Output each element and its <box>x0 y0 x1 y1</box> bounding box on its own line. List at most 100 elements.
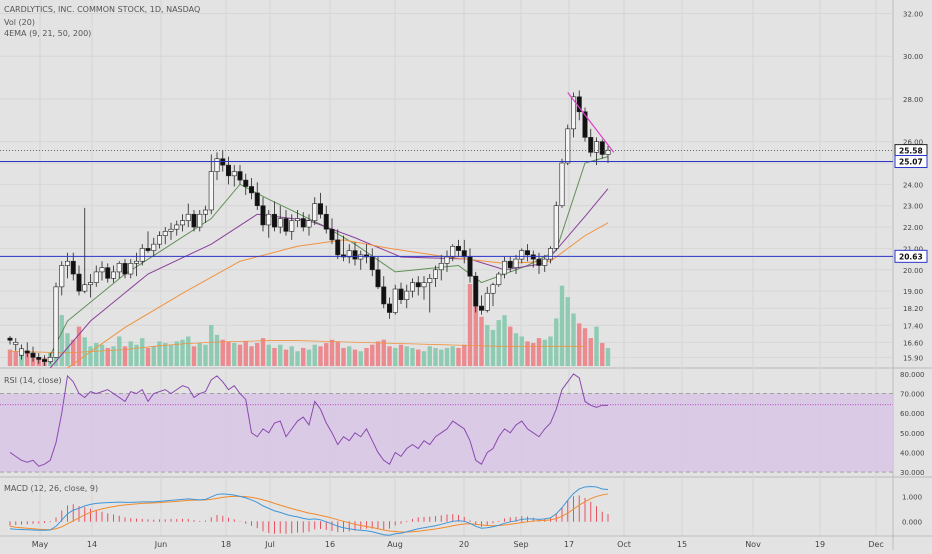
candle-body <box>231 171 237 177</box>
volume-bar <box>577 323 582 366</box>
price-tick-label: 30.00 <box>903 53 923 61</box>
candle-body <box>116 263 122 273</box>
candle-body <box>473 275 479 307</box>
volume-bar <box>479 316 484 366</box>
volume-bar <box>117 336 122 366</box>
candle-body <box>93 271 99 283</box>
volume-bar <box>255 343 260 366</box>
rsi-tick-label: 40.000 <box>900 449 925 457</box>
volume-bar <box>134 344 139 366</box>
x-tick-label: Aug <box>387 540 403 549</box>
price-tick-label: 20.00 <box>903 267 923 275</box>
x-tick-label: 18 <box>221 540 231 549</box>
volume-bar <box>249 346 254 366</box>
volume-bar <box>94 343 99 366</box>
volume-bar <box>467 284 473 366</box>
candle-body <box>168 228 174 232</box>
volume-bar <box>444 347 450 366</box>
chart-overlays[interactable] <box>0 92 893 257</box>
chart-title: CARDLYTICS, INC. COMMON STOCK, 1D, NASDA… <box>4 5 201 14</box>
price-label-box <box>894 249 928 263</box>
volume-bar <box>295 351 300 366</box>
candle-body <box>409 282 415 292</box>
volume-bar <box>157 341 162 366</box>
x-tick-label: 17 <box>564 540 574 549</box>
volume-bar <box>582 328 588 366</box>
candle-body <box>605 149 611 155</box>
volume-bar <box>421 351 427 366</box>
candle-body <box>105 267 111 279</box>
candle-body <box>99 267 105 273</box>
x-tick-label: 19 <box>815 540 825 549</box>
volume-bar <box>209 325 214 366</box>
candle-body <box>289 220 295 232</box>
price-tick-label: 32.00 <box>903 11 923 19</box>
volume-bar <box>542 339 547 366</box>
candle-body <box>375 269 381 288</box>
candle-body <box>18 348 24 356</box>
candle-body <box>438 263 444 271</box>
volume-bar <box>502 315 507 366</box>
x-tick-label: May <box>32 540 49 549</box>
volume-bar <box>410 347 415 366</box>
candle-body <box>65 260 71 266</box>
volume-bar <box>473 298 478 366</box>
volume-bar <box>594 326 599 366</box>
candle-body <box>157 235 163 245</box>
price-tick-label: 23.00 <box>903 203 923 211</box>
candle-body <box>162 231 168 236</box>
candle-body <box>450 245 456 258</box>
price-label: 25.07 <box>899 158 923 167</box>
volume-bar <box>128 341 133 366</box>
x-tick-label: Nov <box>745 540 761 549</box>
candle-body <box>335 239 341 256</box>
volume-bar <box>7 349 13 366</box>
volume-bar <box>496 320 501 366</box>
price-tick-label: 22.00 <box>903 224 923 232</box>
volume-bar <box>393 347 398 366</box>
volume-bar <box>65 333 70 366</box>
candle-body <box>501 260 507 275</box>
ema-indicator-label: 4EMA (9, 21, 50, 200) <box>4 29 92 38</box>
candle-body <box>191 213 197 228</box>
x-tick-label: Jul <box>264 540 275 549</box>
volume-bar <box>329 339 335 366</box>
x-tick-label: 16 <box>325 540 335 549</box>
volume-bar <box>548 336 553 366</box>
volume-bar <box>485 325 490 366</box>
x-tick-label: 15 <box>677 540 687 549</box>
volume-bar <box>439 349 444 366</box>
candle-body <box>496 273 502 286</box>
volume-bar <box>301 347 306 366</box>
price-tick-label: 18.20 <box>903 305 923 313</box>
candle-body <box>24 350 30 354</box>
candle-body <box>13 342 19 345</box>
candle-body <box>467 256 473 277</box>
volume-bar <box>232 343 237 366</box>
candle-body <box>254 192 260 207</box>
rsi-series <box>0 373 893 467</box>
rsi-label: RSI (14, close) <box>4 376 62 385</box>
candle-body <box>513 258 519 268</box>
candle-body <box>283 218 289 232</box>
candle-body <box>134 260 140 264</box>
macd-label: MACD (12, 26, close, 9) <box>4 484 99 493</box>
candle-body <box>358 254 364 260</box>
volume-bar <box>519 336 524 366</box>
volume-bar <box>324 343 329 366</box>
candle-body <box>277 218 283 228</box>
candle-body <box>312 203 318 221</box>
candle-body <box>41 359 47 362</box>
candle-body <box>237 171 243 181</box>
price-label: 20.63 <box>899 252 923 261</box>
time-axis: May 14 Jun 18 Jul 16 Aug 20 Sep 17 Oct 15 Nov 19 Dec <box>32 540 884 549</box>
rsi-tick-label: 80.000 <box>900 371 925 379</box>
volume-bar <box>335 341 340 366</box>
volume-bar <box>111 346 116 366</box>
candle-body <box>519 250 525 260</box>
volume-bar <box>220 339 225 366</box>
volume-bar <box>387 346 392 366</box>
volume-bar <box>151 346 156 366</box>
